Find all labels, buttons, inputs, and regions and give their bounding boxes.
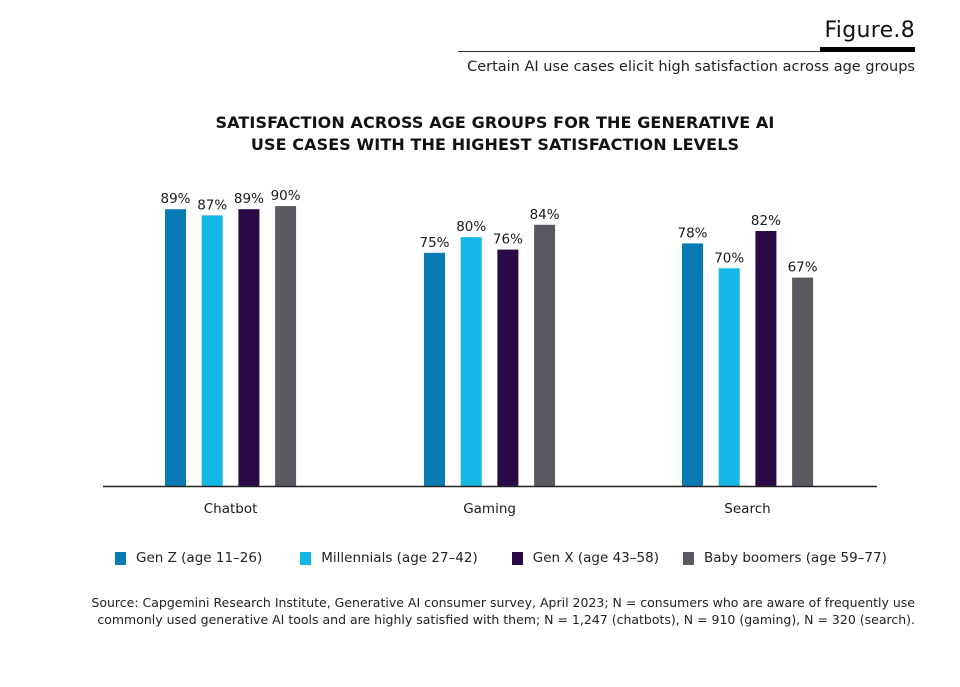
data-label-gaming-millennials: 80% xyxy=(456,219,486,235)
legend-swatch-gen-x xyxy=(511,551,523,565)
bar-gaming-gen-z xyxy=(424,252,445,487)
legend-item-baby-boomers: Baby boomers (age 59–77) xyxy=(682,550,887,566)
data-label-search-baby-boomers: 67% xyxy=(788,260,818,276)
bar-chatbot-gen-z xyxy=(165,209,186,486)
source-line-1: Source: Capgemini Research Institute, Ge… xyxy=(91,595,915,610)
bar-chatbot-gen-x xyxy=(238,209,260,486)
legend-label-millennials: Millennials (age 27–42) xyxy=(321,550,478,566)
legend-label-gen-z: Gen Z (age 11–26) xyxy=(136,550,263,566)
bar-gaming-millennials xyxy=(460,237,482,486)
data-label-chatbot-gen-x: 89% xyxy=(234,191,264,207)
data-label-chatbot-baby-boomers: 90% xyxy=(271,188,301,204)
bar-chatbot-millennials xyxy=(201,215,223,486)
bar-search-baby-boomers xyxy=(792,277,814,486)
bar-search-gen-x xyxy=(755,231,777,486)
legend-swatch-baby-boomers xyxy=(682,551,694,565)
header-rule-accent xyxy=(820,47,915,52)
source-note: Source: Capgemini Research Institute, Ge… xyxy=(0,594,915,628)
chart-title: SATISFACTION ACROSS AGE GROUPS FOR THE G… xyxy=(0,112,960,156)
chart-title-line-2: USE CASES WITH THE HIGHEST SATISFACTION … xyxy=(250,135,740,154)
bar-gaming-baby-boomers xyxy=(534,224,556,487)
legend-item-gen-z: Gen Z (age 11–26) xyxy=(115,550,262,566)
data-label-search-gen-z: 78% xyxy=(677,225,707,241)
bar-chatbot-baby-boomers xyxy=(275,206,297,486)
legend-item-millennials: Millennials (age 27–42) xyxy=(300,550,478,566)
data-label-gaming-gen-z: 75% xyxy=(419,235,449,251)
legend: Gen Z (age 11–26) Millennials (age 27–42… xyxy=(115,550,887,566)
data-label-gaming-gen-x: 76% xyxy=(493,232,523,248)
header-rule xyxy=(458,51,915,52)
data-label-chatbot-gen-z: 89% xyxy=(160,191,190,207)
source-line-2: commonly used generative AI tools and ar… xyxy=(97,612,915,627)
category-label-chatbot: Chatbot xyxy=(204,501,258,517)
chart-title-line-1: SATISFACTION ACROSS AGE GROUPS FOR THE G… xyxy=(215,113,775,132)
figure-label: Figure.8 xyxy=(824,18,915,43)
legend-swatch-millennials xyxy=(300,551,312,565)
bar-gaming-gen-x xyxy=(497,249,519,486)
figure-subtitle: Certain AI use cases elicit high satisfa… xyxy=(467,59,915,75)
data-label-search-gen-x: 82% xyxy=(751,213,781,229)
data-label-chatbot-millennials: 87% xyxy=(197,197,227,213)
category-label-search: Search xyxy=(724,501,770,517)
legend-label-baby-boomers: Baby boomers (age 59–77) xyxy=(703,550,887,566)
bar-search-gen-z xyxy=(682,243,703,486)
legend-swatch-gen-z xyxy=(115,551,126,565)
bar-search-millennials xyxy=(718,268,740,486)
category-label-gaming: Gaming xyxy=(463,501,516,517)
legend-label-gen-x: Gen X (age 43–58) xyxy=(532,550,659,566)
legend-item-gen-x: Gen X (age 43–58) xyxy=(511,550,659,566)
data-label-search-millennials: 70% xyxy=(714,250,744,266)
data-label-gaming-baby-boomers: 84% xyxy=(530,207,560,223)
